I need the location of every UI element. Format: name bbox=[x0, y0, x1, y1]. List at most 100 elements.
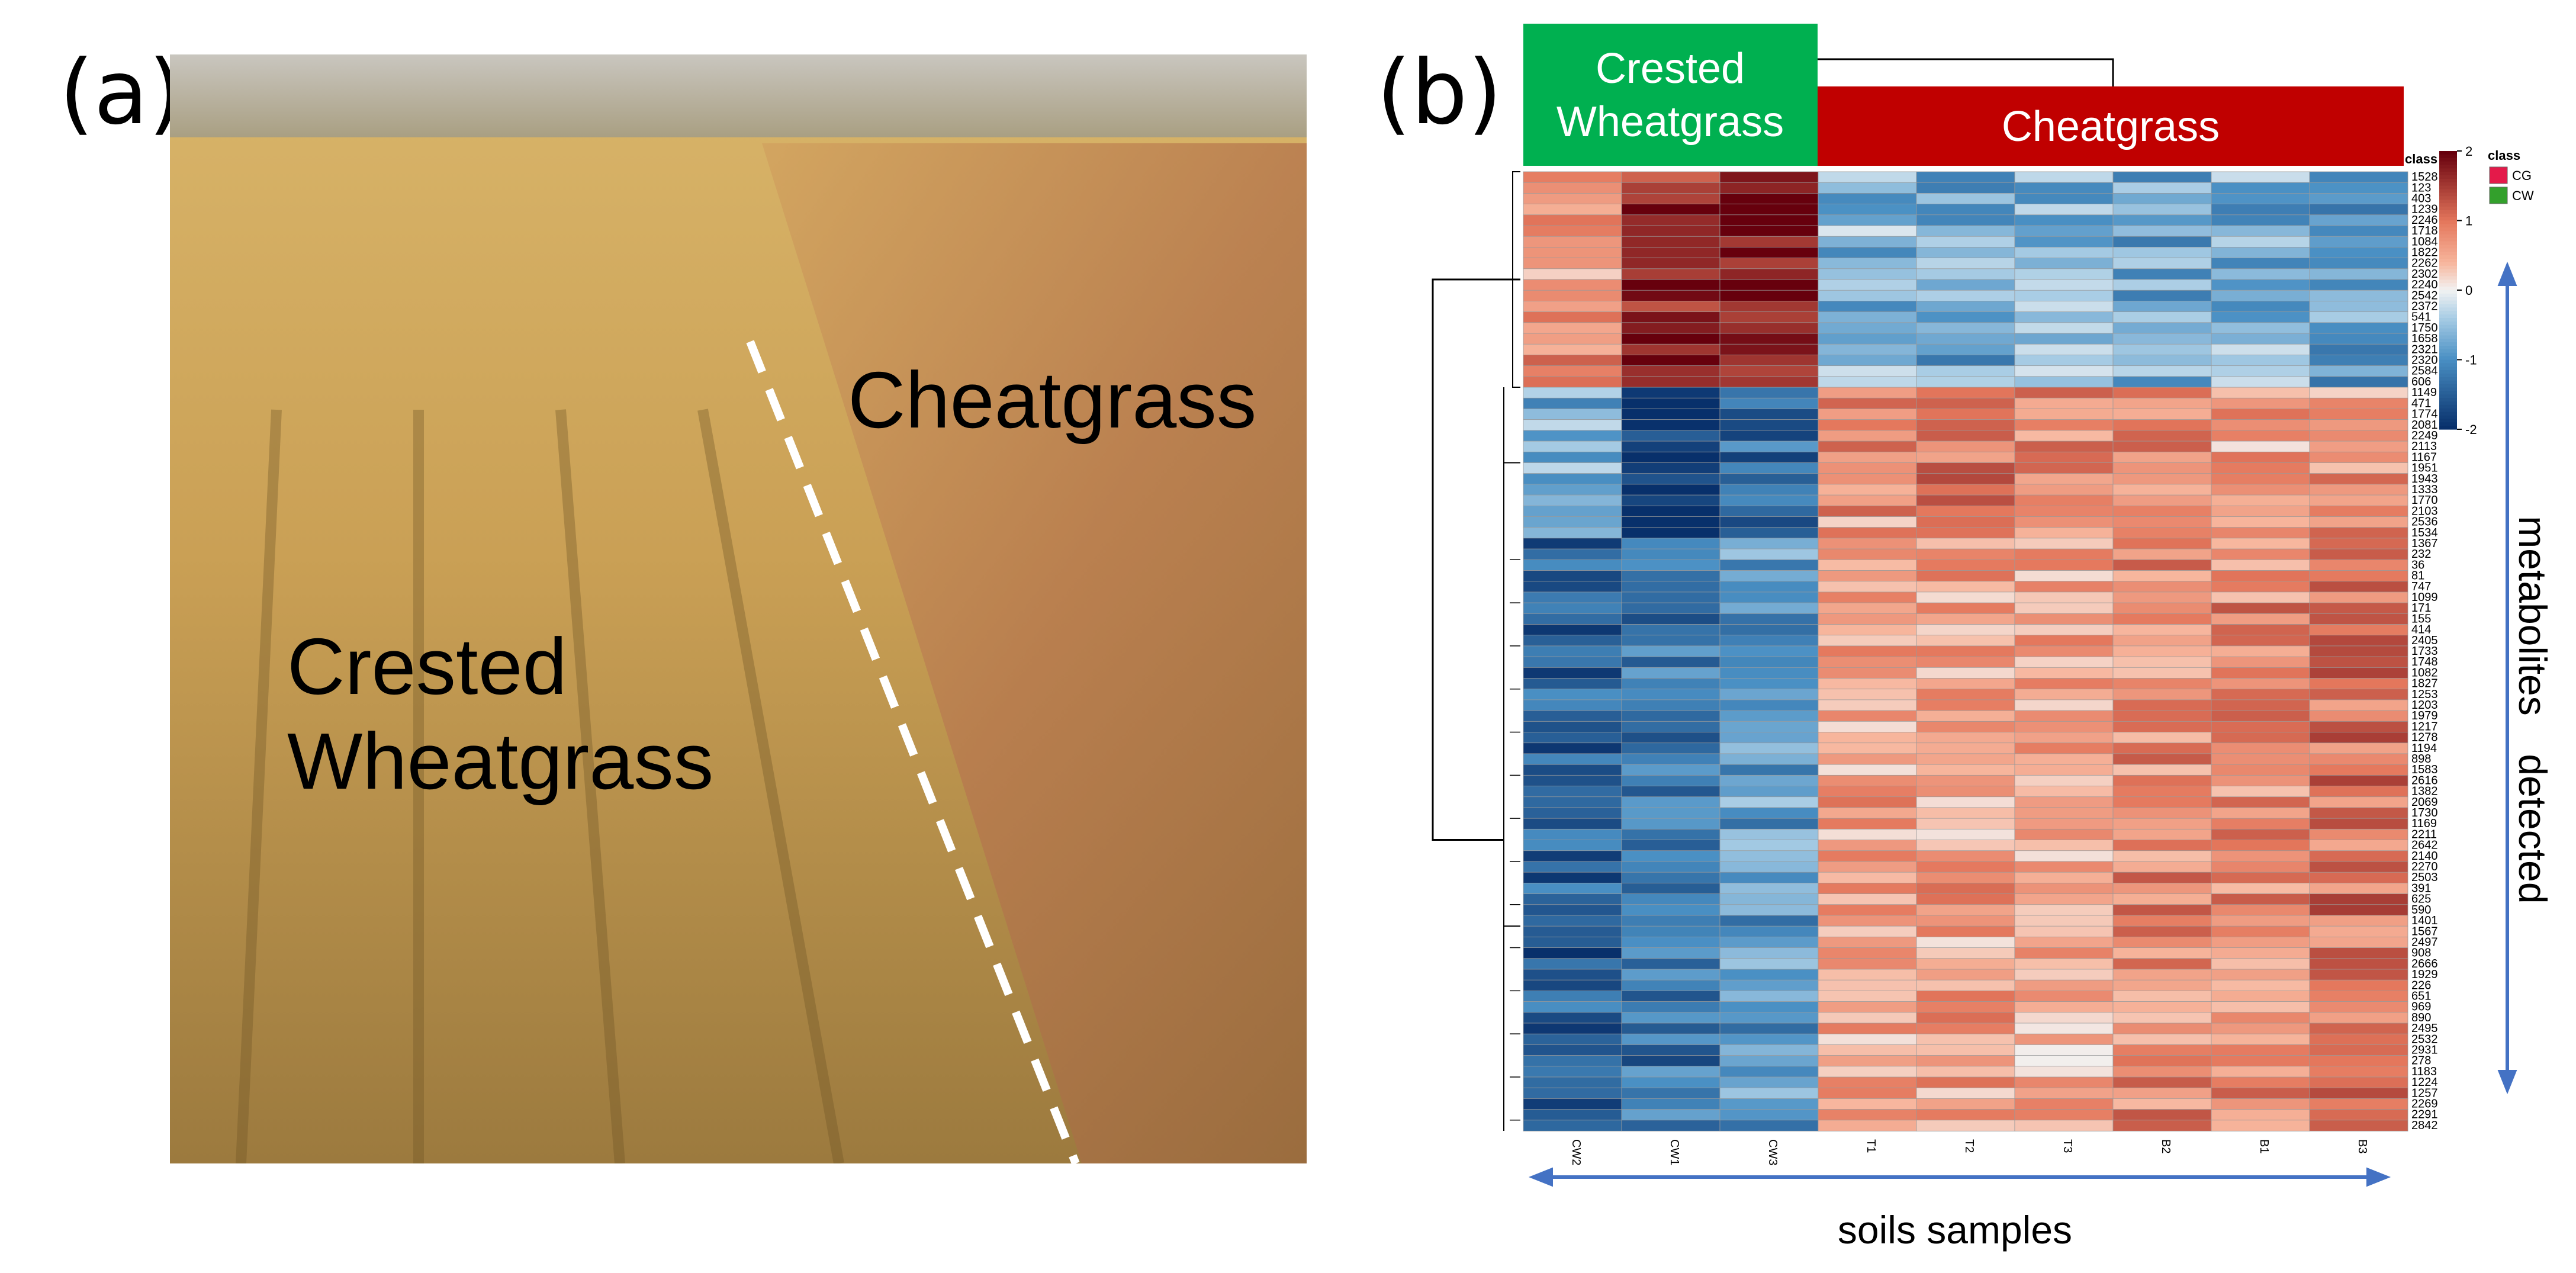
heatmap-cell bbox=[1916, 969, 2015, 981]
heatmap-cell bbox=[2112, 538, 2212, 549]
heatmap-cell bbox=[1719, 333, 1819, 345]
heatmap-cell bbox=[2014, 1055, 2114, 1067]
legend-gradient-step bbox=[2439, 307, 2457, 311]
x-axis-label: soils samples bbox=[1838, 1208, 2072, 1252]
legend-gradient-step bbox=[2439, 370, 2457, 374]
heatmap-cell bbox=[2014, 376, 2114, 388]
heatmap-cell bbox=[1621, 624, 1720, 636]
heatmap-cell bbox=[1719, 753, 1819, 765]
heatmap-cell bbox=[2309, 1033, 2408, 1046]
row-label: 1099 bbox=[2411, 591, 2438, 604]
heatmap-cell bbox=[2309, 796, 2408, 808]
heatmap-cell bbox=[1523, 333, 1622, 345]
heatmap-cell bbox=[1719, 484, 1819, 496]
heatmap-cell bbox=[1621, 538, 1720, 549]
heatmap-cell bbox=[2014, 1120, 2114, 1131]
legend-gradient-step bbox=[2439, 412, 2457, 416]
heatmap-cell bbox=[1621, 1001, 1720, 1013]
heatmap-cell bbox=[2211, 689, 2310, 700]
heatmap-cell bbox=[2014, 753, 2114, 765]
heatmap-cell bbox=[2014, 786, 2114, 798]
heatmap-cell bbox=[1719, 613, 1819, 625]
heatmap-cell bbox=[2211, 559, 2310, 571]
heatmap-cell bbox=[2309, 882, 2408, 895]
heatmap-cell bbox=[1818, 494, 1917, 506]
heatmap-cell bbox=[1719, 969, 1819, 981]
row-label: 1367 bbox=[2411, 537, 2438, 550]
heatmap-cell bbox=[1916, 484, 2015, 496]
heatmap-cell bbox=[1523, 840, 1622, 851]
heatmap-cell bbox=[1916, 1098, 2015, 1110]
heatmap-cell bbox=[2014, 290, 2114, 302]
heatmap-cell bbox=[2014, 268, 2114, 280]
heatmap-cell bbox=[1916, 1055, 2015, 1067]
heatmap-cell bbox=[2309, 958, 2408, 970]
heatmap-cell bbox=[2014, 807, 2114, 819]
heatmap-cell bbox=[2014, 635, 2114, 647]
heatmap-cell bbox=[2211, 1076, 2310, 1088]
heatmap-cell bbox=[1523, 990, 1622, 1002]
heatmap-cell bbox=[1916, 301, 2015, 313]
legend-gradient-step bbox=[2439, 234, 2457, 239]
heatmap-cell bbox=[2309, 624, 2408, 636]
row-label: 1733 bbox=[2411, 645, 2438, 658]
panel-b-label: (b) bbox=[1377, 41, 1503, 144]
heatmap-cell bbox=[2309, 872, 2408, 884]
legend-gradient-step bbox=[2439, 276, 2457, 280]
heatmap-cell bbox=[1523, 1033, 1622, 1046]
row-labels: 1528123403123922461718108418222262230222… bbox=[2411, 171, 2438, 1132]
heatmap-cell bbox=[2309, 925, 2408, 938]
row-label: 1203 bbox=[2411, 699, 2438, 712]
heatmap-cell bbox=[1916, 1120, 2015, 1131]
heatmap-cell bbox=[1621, 753, 1720, 765]
heatmap-cell bbox=[1523, 818, 1622, 830]
heatmap-cell bbox=[2211, 678, 2310, 690]
heatmap-cell bbox=[2211, 182, 2310, 194]
heatmap-cell bbox=[2211, 613, 2310, 625]
heatmap-cell bbox=[1818, 214, 1917, 226]
heatmap-cell bbox=[1523, 343, 1622, 356]
legend-gradient-step bbox=[2439, 196, 2457, 200]
heatmap-cell bbox=[2309, 828, 2408, 841]
heatmap-cell bbox=[2211, 581, 2310, 593]
column-label: T1 bbox=[1864, 1139, 1877, 1153]
heatmap-cell bbox=[2309, 171, 2408, 183]
heatmap-cell bbox=[1523, 1012, 1622, 1024]
heatmap-cell bbox=[2112, 915, 2212, 927]
photo-cheatgrass-label: Cheatgrass bbox=[848, 355, 1256, 445]
header-cheatgrass bbox=[1818, 86, 2404, 166]
heatmap-cell bbox=[2112, 559, 2212, 571]
heatmap-cell bbox=[2211, 828, 2310, 841]
row-label: 1382 bbox=[2411, 785, 2438, 798]
heatmap-cell bbox=[2112, 430, 2212, 442]
heatmap-cell bbox=[2309, 193, 2408, 205]
heatmap-cell bbox=[1621, 247, 1720, 259]
heatmap-cell bbox=[1523, 624, 1622, 636]
heatmap-cell bbox=[1719, 840, 1819, 851]
row-label: 2542 bbox=[2411, 289, 2438, 302]
heatmap-cell bbox=[1621, 322, 1720, 334]
heatmap-cell bbox=[2211, 904, 2310, 916]
legend-gradient-step bbox=[2439, 401, 2457, 406]
heatmap-cell bbox=[2014, 1023, 2114, 1034]
heatmap-cell bbox=[1719, 872, 1819, 884]
heatmap-cell bbox=[2211, 473, 2310, 485]
heatmap-cell bbox=[2014, 624, 2114, 636]
heatmap-cell bbox=[1719, 796, 1819, 808]
legend-gradient-step bbox=[2439, 332, 2457, 336]
heatmap-cell bbox=[1818, 171, 1917, 183]
heatmap-cell bbox=[1818, 279, 1917, 291]
header-crested-line1: Crested bbox=[1596, 45, 1745, 92]
row-label: 890 bbox=[2411, 1011, 2431, 1024]
legend-gradient-step bbox=[2439, 203, 2457, 207]
y-axis-arrow bbox=[2497, 261, 2517, 1095]
heatmap-cell bbox=[1719, 602, 1819, 614]
heatmap-cell bbox=[1523, 387, 1622, 398]
heatmap-cell bbox=[2211, 505, 2310, 517]
heatmap-cell bbox=[2112, 333, 2212, 345]
heatmap-cell bbox=[2211, 1012, 2310, 1024]
heatmap-cell bbox=[2112, 624, 2212, 636]
heatmap-cell bbox=[1916, 1044, 2015, 1056]
row-dendrogram bbox=[1432, 171, 1520, 1131]
row-label: 908 bbox=[2411, 947, 2431, 960]
